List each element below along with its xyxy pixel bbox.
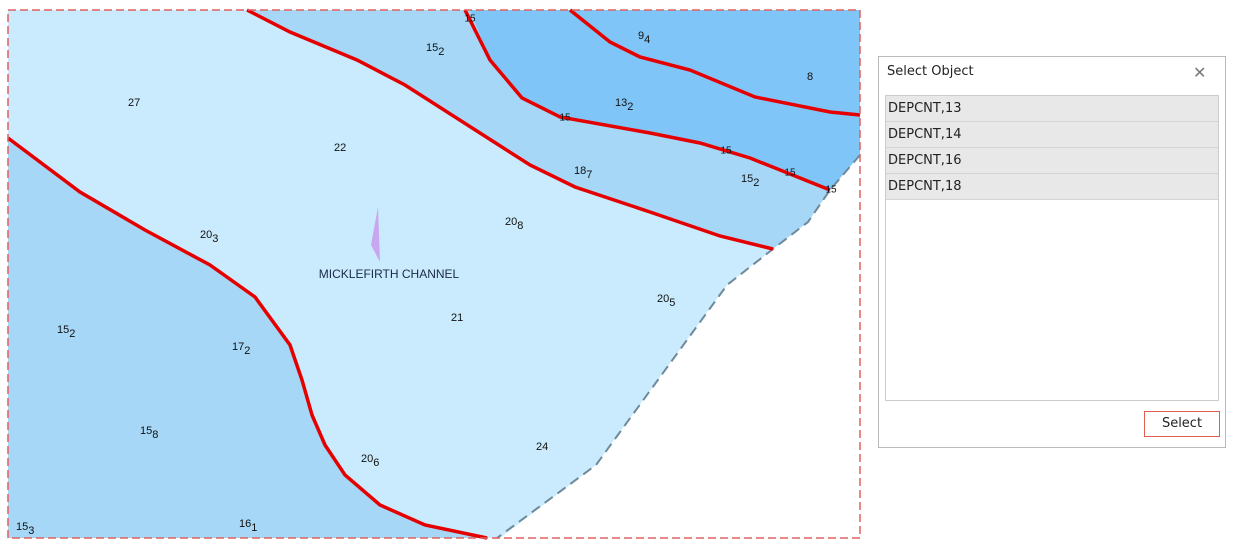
sounding-depth: 24 (536, 441, 548, 453)
sounding-sub: 3 (28, 525, 34, 537)
sounding: 94 (638, 30, 650, 46)
list-item[interactable]: DEPCNT,13 (886, 96, 1218, 122)
sounding-depth: 20 (361, 453, 373, 465)
select-button[interactable]: Select (1144, 411, 1220, 437)
sounding: 21 (451, 312, 463, 324)
sounding-depth: 9 (638, 30, 644, 42)
land-area (500, 155, 860, 538)
sounding-depth: 27 (128, 97, 140, 109)
contour-line (463, 9, 831, 192)
map-frame (7, 9, 861, 539)
sounding-depth: 20 (657, 293, 669, 305)
sounding-sub: 6 (373, 457, 379, 469)
sounding: 205 (657, 293, 675, 309)
sounding: 153 (16, 521, 34, 537)
mid-area (8, 138, 487, 538)
sounding-depth: 15 (140, 425, 152, 437)
sounding: 206 (361, 453, 379, 469)
sounding-depth: 15 (16, 521, 28, 533)
sounding-depth: 22 (334, 142, 346, 154)
sounding-depth: 20 (505, 216, 517, 228)
sounding-depth: 15 (57, 324, 69, 336)
sounding: 203 (200, 229, 218, 245)
sounding: 24 (536, 441, 548, 453)
sounding: 132 (615, 97, 633, 113)
sounding: 22 (334, 142, 346, 154)
sounding-sub: 4 (644, 34, 650, 46)
channel-label: MICKLEFIRTH CHANNEL (319, 267, 460, 281)
contour-line (246, 8, 774, 251)
contour-line (6, 136, 488, 540)
sounding: 152 (426, 42, 444, 58)
sounding-sub: 2 (753, 177, 759, 189)
sounding: 152 (57, 324, 75, 340)
contours (6, 8, 861, 540)
sounding-sub: 8 (152, 429, 158, 441)
sounding-depth: 20 (200, 229, 212, 241)
sounding-sub: 2 (69, 328, 75, 340)
sounding-depth: 15 (741, 173, 753, 185)
sounding-depth: 21 (451, 312, 463, 324)
close-button[interactable]: ✕ (1193, 63, 1207, 82)
sounding: 208 (505, 216, 523, 232)
contour-label: 15 (720, 146, 732, 157)
sounding-sub: 8 (517, 220, 523, 232)
select-object-dialog: Select Object ✕ DEPCNT,13 DEPCNT,14 DEPCNT… (878, 56, 1226, 448)
contour-label: 15 (825, 185, 837, 196)
sounding-sub: 3 (212, 233, 218, 245)
deep-area (470, 10, 860, 190)
sounding-depth: 16 (239, 518, 251, 530)
sounding-depth: 15 (426, 42, 438, 54)
contour-label: 15 (559, 113, 571, 124)
contour-line (568, 8, 861, 117)
list-item[interactable]: DEPCNT,16 (886, 148, 1218, 174)
sounding-sub: 2 (244, 345, 250, 357)
sounding-sub: 2 (627, 101, 633, 113)
sounding: 172 (232, 341, 250, 357)
sounding: 152 (741, 173, 759, 189)
sounding: 161 (239, 518, 257, 534)
sounding: 8 (807, 71, 813, 83)
contour-label: 15 (464, 14, 476, 25)
sounding-sub: 2 (438, 46, 444, 58)
sounding-depth: 13 (615, 97, 627, 109)
sounding-depth: 17 (232, 341, 244, 353)
sounding-sub: 1 (251, 522, 257, 534)
contour-label: 15 (784, 168, 796, 179)
object-list: DEPCNT,13 DEPCNT,14 DEPCNT,16 DEPCNT,18 (885, 95, 1219, 401)
mid-area (247, 10, 830, 249)
dialog-title: Select Object (887, 64, 974, 79)
list-item[interactable]: DEPCNT,14 (886, 122, 1218, 148)
sounding-sub: 5 (669, 297, 675, 309)
channel-marker (371, 207, 380, 262)
list-item[interactable]: DEPCNT,18 (886, 174, 1218, 200)
sounding-depth: 18 (574, 165, 586, 177)
sounding: 27 (128, 97, 140, 109)
sounding: 187 (574, 165, 592, 181)
sounding-depth: 8 (807, 71, 813, 83)
sounding-sub: 7 (586, 169, 592, 181)
sounding: 158 (140, 425, 158, 441)
